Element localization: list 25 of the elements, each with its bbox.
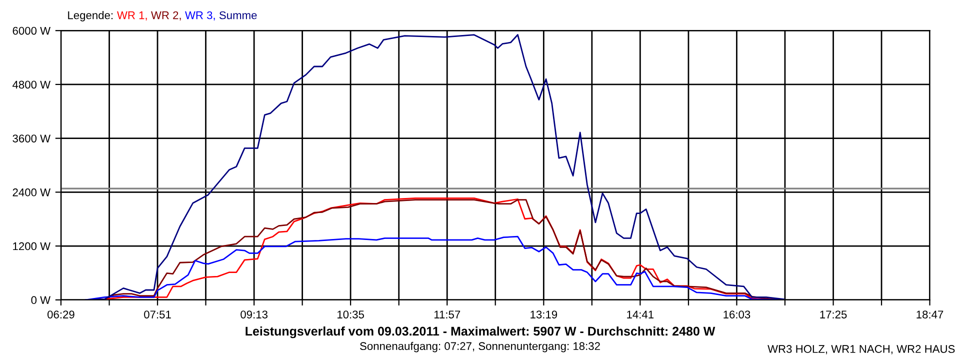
- x-tick-label: 06:29: [47, 310, 74, 318]
- x-tick-label: 16:03: [724, 310, 750, 318]
- text: WR 3,: [185, 11, 215, 20]
- line-series: [84, 34, 785, 300]
- text: Sonnenaufgang: 07:27, Sonnenuntergang: 18:32: [360, 342, 600, 352]
- x-tick-label: 11:57: [434, 310, 460, 318]
- y-tick-label: 0 W: [31, 296, 51, 304]
- y-tick-label: 4800 W: [12, 80, 51, 89]
- x-tick-label: 07:51: [144, 310, 171, 318]
- x-tick-label: 13:19: [530, 310, 558, 318]
- x-tick-label: 10:35: [338, 310, 364, 318]
- legend-title: Legende:: [68, 11, 113, 22]
- text: WR 2,: [151, 11, 181, 20]
- y-tick-label: 3600 W: [12, 134, 51, 142]
- y-tick-label: 1200 W: [13, 242, 51, 250]
- text: WR3 HOLZ, WR1 NACH, WR2 HAUS: [768, 345, 955, 354]
- x-tick-label: 09:13: [240, 310, 268, 318]
- y-tick-label: 2400 W: [12, 188, 51, 196]
- x-tick-label: 17:25: [820, 310, 847, 318]
- text: Summe: [219, 11, 257, 20]
- text: WR 1,: [117, 11, 147, 20]
- x-tick-label: 18:47: [916, 310, 944, 318]
- y-tick-label: 6000 W: [12, 26, 51, 35]
- text: Leistungsverlauf vom 09.03.2011 - Maximalwert: 5907 W - Durchschnitt: 2480 W: [246, 326, 716, 338]
- x-tick-label: 14:41: [627, 310, 654, 318]
